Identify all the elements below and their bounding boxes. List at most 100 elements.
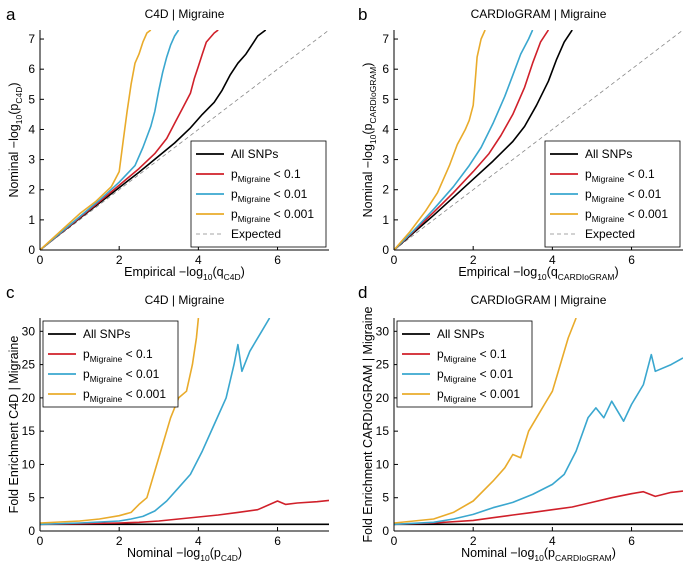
panel-letter: a — [6, 5, 16, 24]
panel-letter: d — [358, 283, 367, 302]
panel-b: b CARDIoGRAM | Migraine 0 2 4 6 0 1 2 3 4 5 6 7 Empiri… — [358, 5, 683, 282]
x-tick-label: 0 — [37, 534, 44, 548]
y-tick-label: 6 — [382, 62, 389, 76]
x-tick-label: 6 — [274, 534, 281, 548]
panel-title: CARDIoGRAM | Migraine — [471, 7, 607, 21]
legend-label-p0001: pMigraine < 0.001 — [83, 387, 166, 404]
y-tick-label: 5 — [382, 491, 389, 505]
legend-label-p0001: pMigraine < 0.001 — [585, 207, 668, 224]
legend-box — [396, 320, 533, 408]
legend-label-p0001: pMigraine < 0.001 — [437, 387, 520, 404]
y-tick-label: 0 — [382, 524, 389, 538]
legend: All SNPs pMigraine < 0.1 pMigraine < 0.01 p… — [396, 320, 533, 408]
y-tick-label: 7 — [28, 32, 35, 46]
y-tick-label: 4 — [28, 122, 35, 136]
panel-a: a C4D | Migraine 0 2 4 6 0 1 2 3 4 5 6 7 Empirical −lo… — [6, 5, 329, 282]
x-axis-label: Empirical −log10(qCARDIoGRAM) — [458, 265, 618, 282]
y-tick-label: 20 — [376, 391, 390, 405]
y-tick-label: 15 — [376, 424, 390, 438]
y-axis-label: Nominal −log10(pC4D) — [7, 82, 24, 197]
y-tick-label: 7 — [382, 32, 389, 46]
y-tick-label: 1 — [382, 213, 389, 227]
y-tick-label: 0 — [28, 243, 35, 257]
legend-label-p001: pMigraine < 0.01 — [231, 187, 308, 204]
series-line-p01 — [394, 30, 550, 250]
y-tick-label: 10 — [22, 457, 36, 471]
y-tick-label: 15 — [22, 424, 36, 438]
series-line-p01 — [40, 499, 329, 526]
series-line-p01 — [40, 30, 219, 250]
legend-label-p0001: pMigraine < 0.001 — [231, 207, 314, 224]
x-tick-label: 2 — [116, 534, 123, 548]
y-tick-label: 30 — [22, 324, 36, 338]
legend-label-p001: pMigraine < 0.01 — [437, 367, 514, 384]
y-axis-label: Nominal −log10(pCARDIoGRAM) — [361, 63, 378, 218]
x-tick-label: 6 — [274, 253, 281, 267]
x-tick-label: 0 — [391, 534, 398, 548]
panel-title: C4D | Migraine — [145, 7, 225, 21]
panel-letter: c — [6, 283, 15, 302]
x-tick-label: 6 — [628, 534, 635, 548]
x-tick-label: 6 — [628, 253, 635, 267]
y-tick-label: 0 — [28, 524, 35, 538]
x-tick-label: 4 — [195, 253, 202, 267]
y-tick-label: 2 — [28, 183, 35, 197]
y-tick-label: 5 — [28, 491, 35, 505]
y-tick-label: 0 — [382, 243, 389, 257]
y-tick-label: 30 — [376, 324, 390, 338]
legend: All SNPs pMigraine < 0.1 pMigraine < 0.01 p… — [544, 140, 681, 248]
y-tick-label: 5 — [28, 92, 35, 106]
panel-title: CARDIoGRAM | Migraine — [471, 293, 607, 307]
y-tick-label: 4 — [382, 122, 389, 136]
series-line-p001 — [394, 30, 534, 250]
y-tick-label: 6 — [28, 62, 35, 76]
legend: All SNPs pMigraine < 0.1 pMigraine < 0.01 p… — [190, 140, 327, 248]
panel-letter: b — [358, 5, 367, 24]
series-line-p001 — [40, 30, 180, 250]
y-axis-label: Fold Enrichment C4D | Migraine — [7, 336, 21, 514]
x-tick-label: 4 — [195, 534, 202, 548]
y-axis-label: Fold Enrichment CARDIoGRAM | Migraine — [361, 306, 375, 542]
y-tick-label: 20 — [22, 391, 36, 405]
x-tick-label: 4 — [549, 534, 556, 548]
legend-label-all: All SNPs — [231, 147, 278, 161]
series-line-p0001 — [394, 30, 486, 250]
series-line-p01 — [394, 490, 683, 526]
series-line-all_snps — [40, 30, 267, 250]
legend-box — [42, 320, 179, 408]
series-line-p001 — [394, 353, 683, 526]
series-group — [40, 318, 329, 526]
legend-label-p01: pMigraine < 0.1 — [231, 167, 301, 184]
legend-label-all: All SNPs — [83, 327, 130, 341]
series-line-p0001 — [394, 318, 577, 524]
panel-d: d CARDIoGRAM | Migraine 0 2 4 6 0 5 10 15 20 25 30 No… — [358, 283, 683, 563]
legend-label-p001: pMigraine < 0.01 — [83, 367, 160, 384]
legend-label-p01: pMigraine < 0.1 — [83, 347, 153, 364]
y-tick-label: 3 — [382, 153, 389, 167]
y-tick-label: 2 — [382, 183, 389, 197]
y-tick-label: 10 — [376, 457, 390, 471]
legend-label-all: All SNPs — [585, 147, 632, 161]
panel-title: C4D | Migraine — [145, 293, 225, 307]
y-tick-label: 25 — [376, 358, 390, 372]
series-line-all_snps — [394, 30, 573, 250]
x-tick-label: 4 — [549, 253, 556, 267]
legend-label-exp: Expected — [585, 227, 635, 241]
series-line-p0001 — [40, 30, 152, 250]
series-group — [394, 318, 683, 526]
y-tick-label: 25 — [22, 358, 36, 372]
legend: All SNPs pMigraine < 0.1 pMigraine < 0.01 p… — [42, 320, 179, 408]
legend-label-all: All SNPs — [437, 327, 484, 341]
x-axis-label: Nominal −log10(pC4D) — [127, 546, 242, 563]
x-tick-label: 2 — [470, 534, 477, 548]
series-group — [394, 30, 683, 250]
panel-c: c C4D | Migraine 0 2 4 6 0 5 10 15 20 25 30 Nominal −… — [6, 283, 329, 563]
series-line-expected — [394, 30, 683, 250]
series-line-p001 — [40, 318, 271, 526]
x-tick-label: 0 — [391, 253, 398, 267]
y-tick-label: 1 — [28, 213, 35, 227]
series-line-expected — [40, 30, 329, 250]
x-axis-label: Empirical −log10(qC4D) — [124, 265, 245, 282]
x-axis-label: Nominal −log10(pCARDIoGRAM) — [461, 546, 616, 563]
